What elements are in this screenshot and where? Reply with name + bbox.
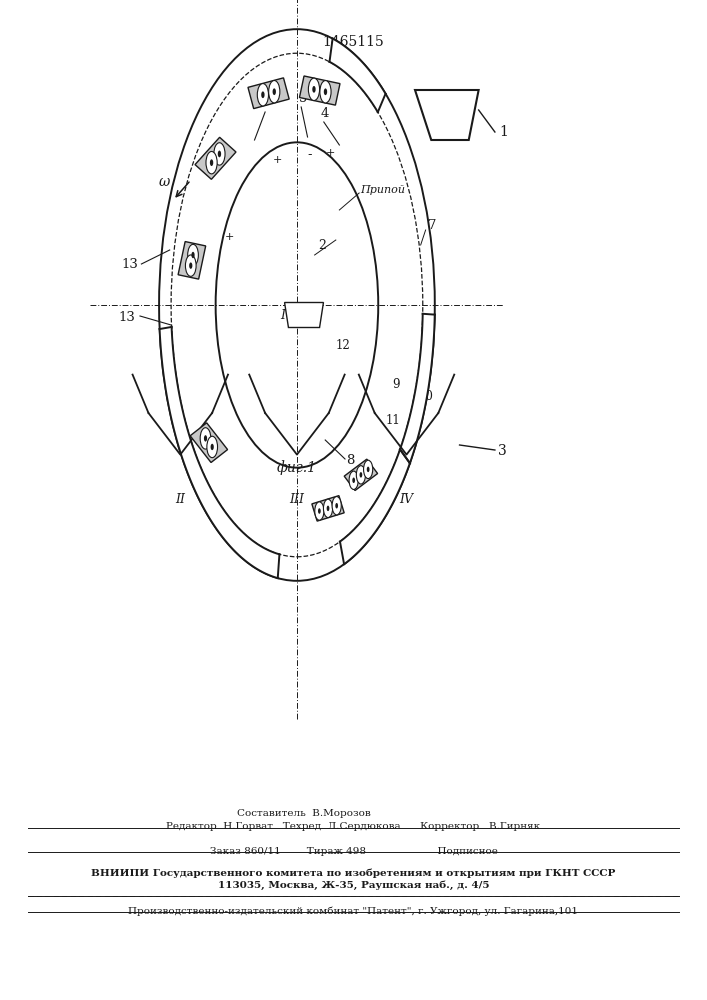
Text: 4: 4: [321, 107, 329, 120]
Text: 12: 12: [336, 339, 351, 352]
Ellipse shape: [308, 78, 320, 101]
Polygon shape: [178, 242, 206, 279]
Ellipse shape: [204, 435, 207, 442]
Text: 1465115: 1465115: [322, 35, 385, 49]
Ellipse shape: [218, 151, 221, 157]
Text: Редактор  Н.Горват   Техред  Л.Сердюкова      Корректор   В.Гирняк: Редактор Н.Горват Техред Л.Сердюкова Кор…: [166, 822, 541, 831]
Polygon shape: [400, 314, 435, 463]
Text: 10: 10: [419, 390, 433, 403]
Text: 113035, Москва, Ж-35, Раушская наб., д. 4/5: 113035, Москва, Ж-35, Раушская наб., д. …: [218, 880, 489, 890]
Text: 13: 13: [119, 311, 136, 324]
Ellipse shape: [192, 252, 194, 258]
Text: 8: 8: [346, 454, 355, 467]
Text: -: -: [308, 148, 312, 161]
Text: 5: 5: [261, 96, 269, 109]
Ellipse shape: [332, 497, 341, 515]
Polygon shape: [344, 459, 378, 491]
Polygon shape: [415, 90, 479, 140]
Polygon shape: [300, 76, 340, 105]
Polygon shape: [312, 496, 344, 521]
Text: ВНИИПИ Государственного комитета по изобретениям и открытиям при ГКНТ СССР: ВНИИПИ Государственного комитета по изоб…: [91, 868, 616, 878]
Polygon shape: [195, 137, 236, 179]
Ellipse shape: [273, 88, 276, 95]
Ellipse shape: [315, 502, 324, 520]
Text: 9: 9: [392, 378, 400, 391]
Ellipse shape: [261, 91, 264, 98]
Ellipse shape: [324, 88, 327, 95]
Polygon shape: [190, 423, 228, 463]
Text: Заказ 860/11        Тираж 498                      Подписное: Заказ 860/11 Тираж 498 Подписное: [209, 847, 498, 856]
Ellipse shape: [206, 151, 217, 174]
Text: ω: ω: [158, 175, 170, 189]
Ellipse shape: [327, 506, 329, 511]
Text: 1: 1: [499, 125, 508, 139]
Polygon shape: [248, 78, 289, 109]
Ellipse shape: [360, 472, 362, 478]
Ellipse shape: [187, 244, 199, 266]
Polygon shape: [284, 303, 324, 328]
Ellipse shape: [211, 444, 214, 450]
Ellipse shape: [257, 84, 269, 106]
Ellipse shape: [363, 460, 373, 479]
Ellipse shape: [200, 428, 211, 449]
Text: +: +: [225, 232, 235, 242]
Text: 13: 13: [121, 258, 138, 271]
Ellipse shape: [189, 262, 192, 269]
Ellipse shape: [318, 508, 321, 514]
Text: 5: 5: [298, 92, 307, 105]
Ellipse shape: [349, 471, 358, 489]
Ellipse shape: [367, 467, 370, 472]
Text: +: +: [273, 155, 283, 165]
Text: Припой: Припой: [361, 185, 406, 195]
Ellipse shape: [323, 499, 332, 518]
Ellipse shape: [214, 143, 225, 165]
Ellipse shape: [210, 159, 214, 166]
Polygon shape: [340, 449, 410, 564]
Text: IV: IV: [399, 493, 414, 506]
Text: Производственно-издательский комбинат "Патент", г. Ужгород, ул. Гагарина,101: Производственно-издательский комбинат "П…: [129, 906, 578, 916]
Text: Составитель  В.Морозов: Составитель В.Морозов: [237, 809, 371, 818]
Text: 7: 7: [428, 219, 436, 232]
Text: фиг.1: фиг.1: [277, 460, 317, 475]
Ellipse shape: [335, 503, 338, 508]
Text: 11: 11: [385, 414, 400, 426]
Polygon shape: [329, 39, 385, 112]
Ellipse shape: [269, 81, 280, 103]
Ellipse shape: [356, 466, 366, 484]
Ellipse shape: [352, 478, 355, 483]
Text: I: I: [280, 309, 286, 322]
Ellipse shape: [185, 255, 196, 276]
Ellipse shape: [312, 86, 315, 93]
Ellipse shape: [320, 81, 331, 103]
Text: 3: 3: [498, 444, 507, 458]
Ellipse shape: [207, 436, 218, 458]
Text: 2: 2: [318, 239, 326, 252]
Text: II: II: [175, 493, 185, 506]
Text: III: III: [289, 493, 305, 506]
Polygon shape: [160, 327, 279, 578]
Text: +: +: [326, 148, 336, 158]
